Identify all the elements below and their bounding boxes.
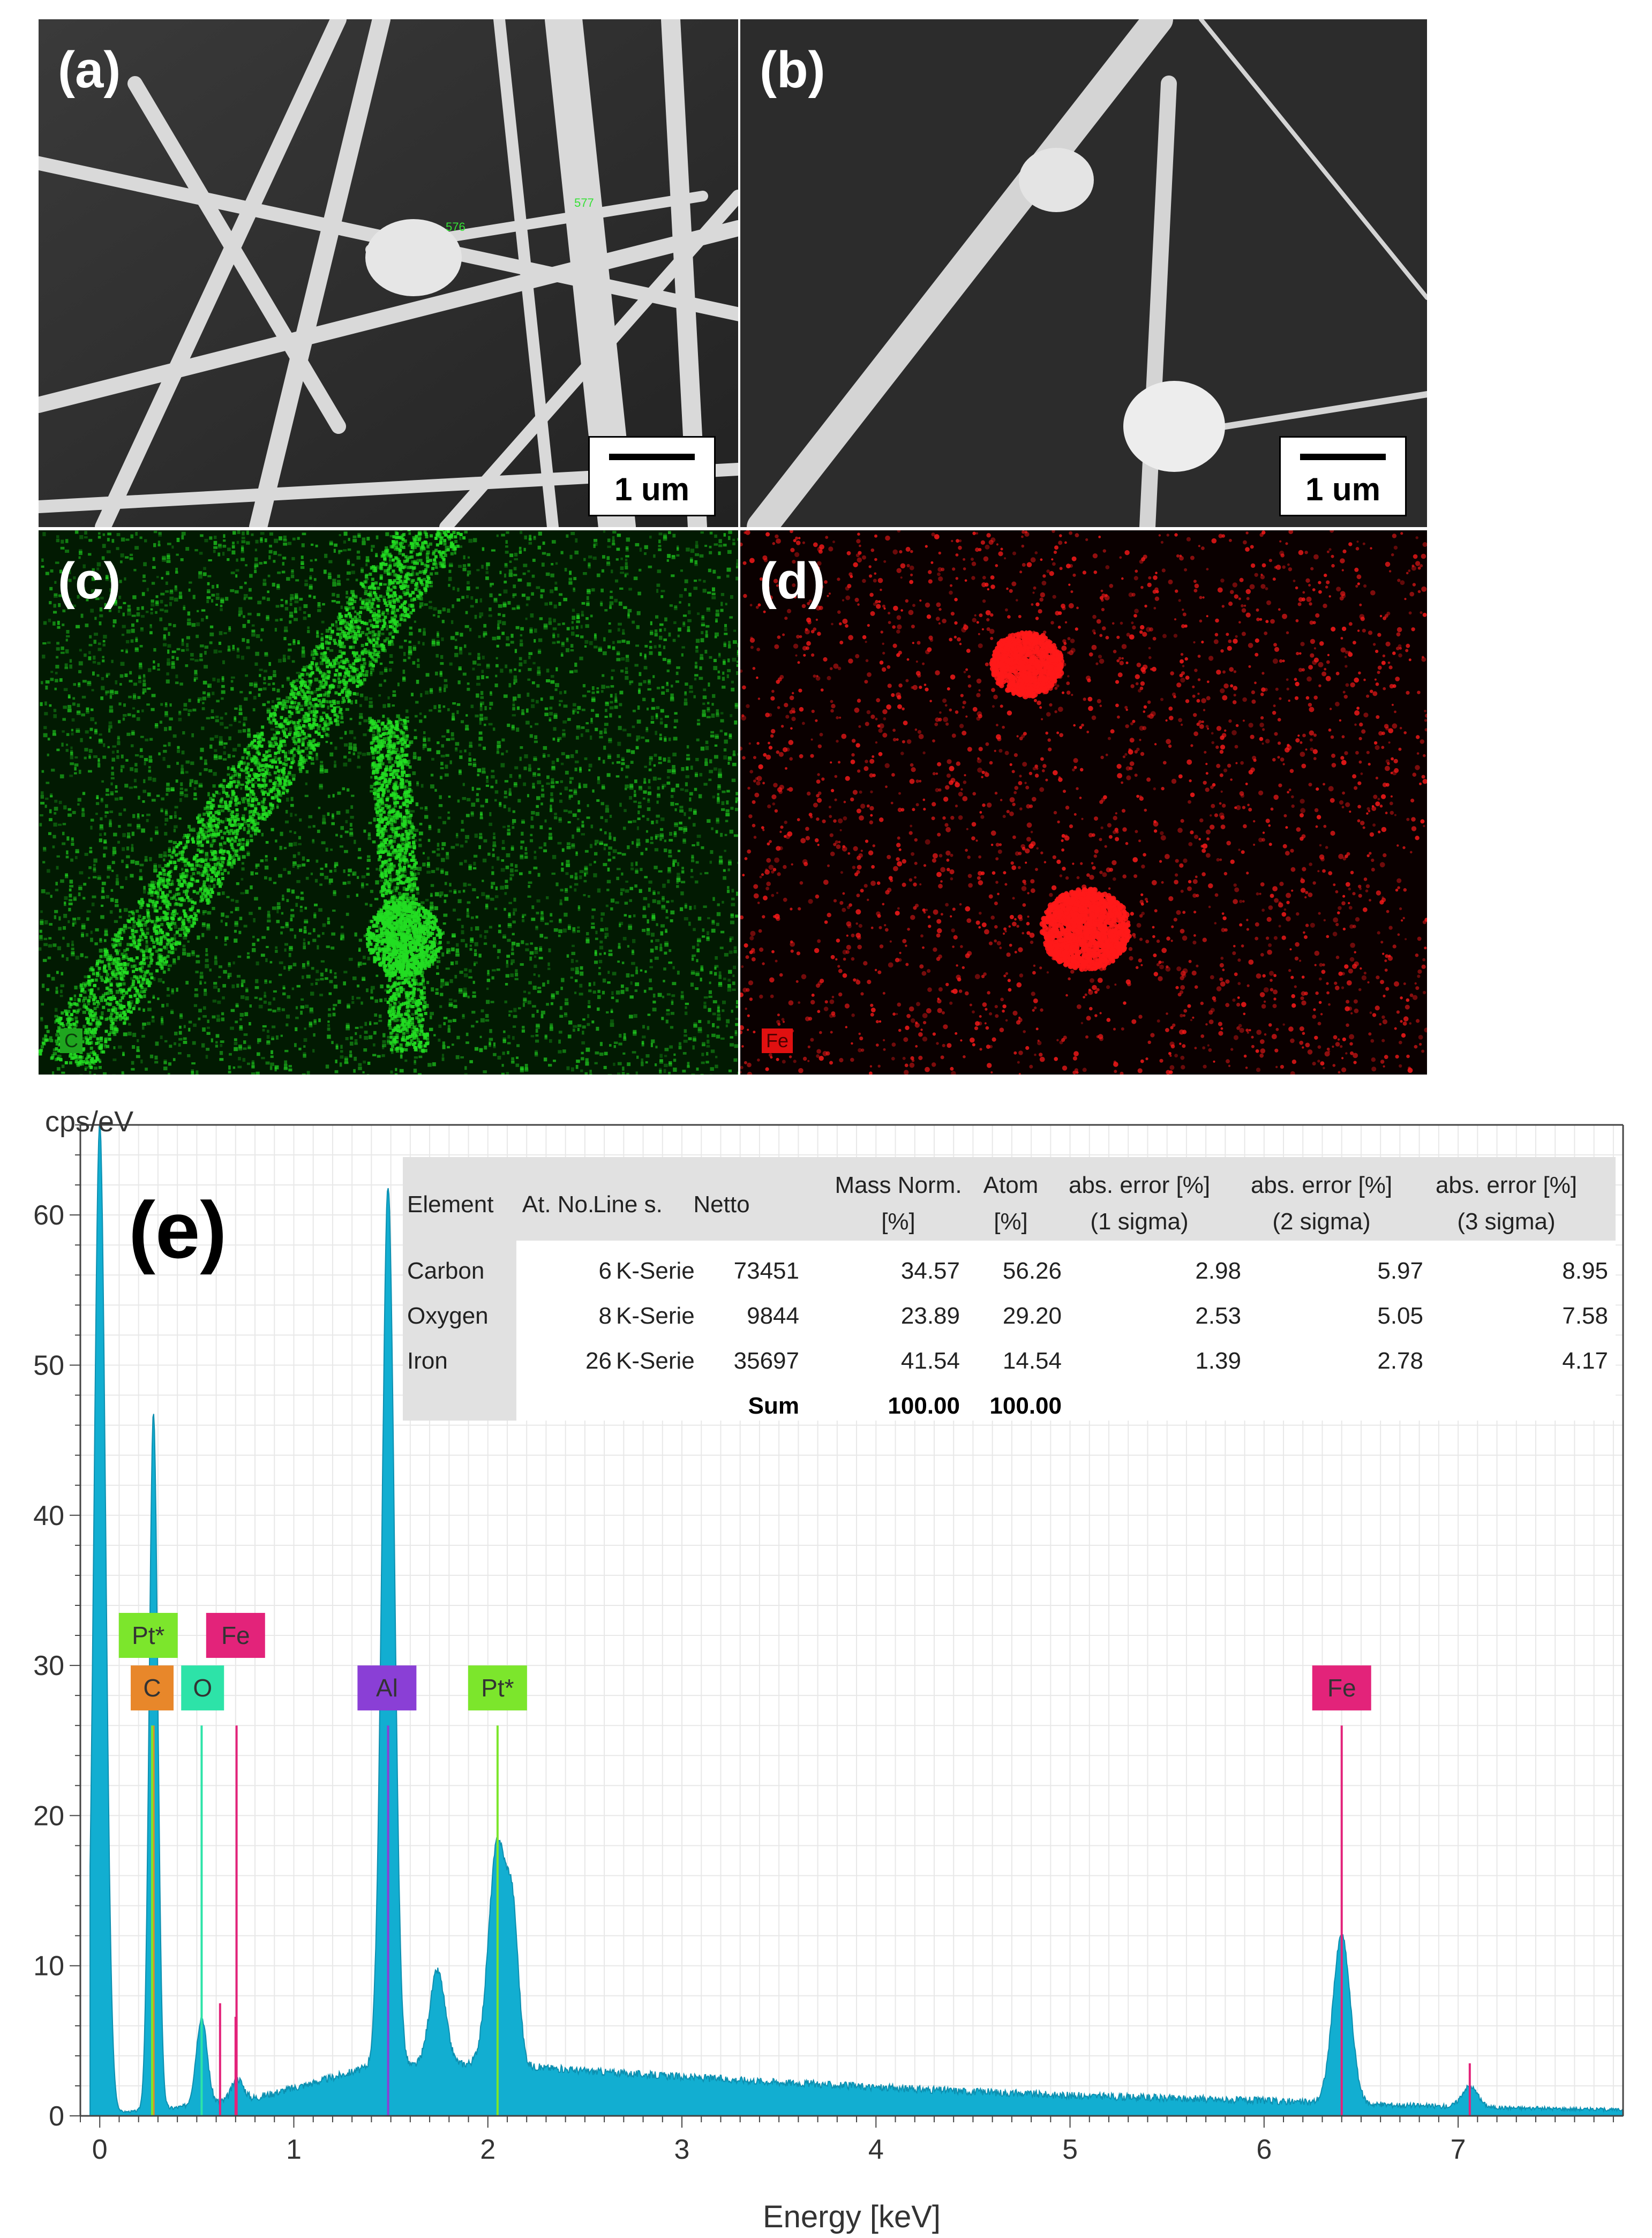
quantification-table: Element At. No. Line s. Netto Mass Norm. [%] A… xyxy=(403,1157,1616,1421)
iron-map-image xyxy=(740,530,1427,1075)
carbon-map-image xyxy=(39,530,738,1075)
sem-panel-b: (b) 1 um xyxy=(740,19,1427,527)
row-1-err1: 2.53 xyxy=(1195,1303,1241,1329)
element-lines xyxy=(151,1725,1471,2116)
header-bottom-4: [%] xyxy=(881,1208,915,1235)
row-0-mass: 34.57 xyxy=(900,1258,960,1284)
panel-label-c: (c) xyxy=(58,552,121,610)
chart-axes: 0 10 20 30 40 50 60 0 1 2 3 4 5 6 7 xyxy=(33,1124,1624,2165)
element-label-O-1: O xyxy=(181,1665,224,1711)
callout-577: 577 xyxy=(574,196,594,209)
x-tick-4: 4 xyxy=(868,2134,884,2165)
sum-label: Sum xyxy=(748,1393,799,1419)
scale-bar-b: 1 um xyxy=(1279,436,1407,516)
panel-label-b: (b) xyxy=(760,41,825,99)
header-top-8: abs. error [%] xyxy=(1435,1172,1578,1198)
row-1-netto: 9844 xyxy=(747,1303,799,1329)
x-tick-3: 3 xyxy=(674,2134,690,2165)
row-2-netto: 35697 xyxy=(733,1348,799,1374)
element-label-Fe-6: Fe xyxy=(1312,1665,1371,1711)
header-bottom-7: (2 sigma) xyxy=(1272,1208,1371,1235)
header-2: Line s. xyxy=(593,1191,663,1218)
y-tick-50: 50 xyxy=(33,1350,64,1381)
eds-map-iron: (d) Fe xyxy=(740,530,1427,1075)
row-0-err1: 2.98 xyxy=(1195,1258,1241,1284)
header-top-4: Mass Norm. xyxy=(835,1172,962,1198)
row-2-mass: 41.54 xyxy=(900,1348,960,1374)
row-0-err2: 5.97 xyxy=(1377,1258,1423,1284)
row-1-mass: 23.89 xyxy=(900,1303,960,1329)
row-2-element: Iron xyxy=(407,1348,448,1374)
x-tick-7: 7 xyxy=(1451,2134,1466,2165)
header-0: Element xyxy=(407,1191,494,1218)
row-0-netto: 73451 xyxy=(733,1258,799,1284)
header-bottom-8: (3 sigma) xyxy=(1457,1208,1556,1235)
spectrum-area xyxy=(89,1123,1624,2116)
row-1-line: K-Serie xyxy=(616,1303,695,1329)
row-2-err2: 2.78 xyxy=(1377,1348,1423,1374)
x-tick-6: 6 xyxy=(1256,2134,1272,2165)
row-2-atom: 14.54 xyxy=(1002,1348,1062,1374)
row-0-element: Carbon xyxy=(407,1258,485,1284)
row-1-err3: 7.58 xyxy=(1562,1303,1608,1329)
y-tick-40: 40 xyxy=(33,1500,64,1531)
row-2-err3: 4.17 xyxy=(1562,1348,1608,1374)
x-axis-label: Energy [keV] xyxy=(763,2199,941,2234)
spectrum-series xyxy=(89,1123,1624,2116)
x-tick-2: 2 xyxy=(480,2134,495,2165)
element-label-Al-4: Al xyxy=(357,1665,417,1711)
header-3: Netto xyxy=(693,1191,750,1218)
y-tick-0: 0 xyxy=(49,2101,64,2132)
row-0-line: K-Serie xyxy=(616,1258,695,1284)
table-header xyxy=(403,1157,1616,1241)
y-tick-60: 60 xyxy=(33,1200,64,1231)
scale-bar-a: 1 um xyxy=(588,436,716,516)
iron-speckle xyxy=(740,530,1427,1075)
header-top-7: abs. error [%] xyxy=(1250,1172,1393,1198)
row-0-at-no: 6 xyxy=(598,1258,612,1284)
y-tick-20: 20 xyxy=(33,1800,64,1831)
element-label-Ptstar-5: Pt* xyxy=(468,1665,527,1711)
header-bottom-6: (1 sigma) xyxy=(1090,1208,1189,1235)
element-tag-c: C xyxy=(60,1028,82,1053)
sem-image-a: 576 577 xyxy=(39,19,738,527)
y-tick-10: 10 xyxy=(33,1951,64,1982)
row-0-err3: 8.95 xyxy=(1562,1258,1608,1284)
row-2-line: K-Serie xyxy=(616,1348,695,1374)
callout-576: 576 xyxy=(446,220,465,234)
row-1-at-no: 8 xyxy=(598,1303,612,1329)
sum-mass: 100.00 xyxy=(888,1393,960,1419)
row-1-err2: 5.05 xyxy=(1377,1303,1423,1329)
sem-panel-a: 576 577 (a) 1 um xyxy=(39,19,738,527)
y-axis-label: cps/eV xyxy=(45,1106,133,1138)
element-label-Ptstar-3: Pt* xyxy=(118,1613,178,1658)
eds-map-carbon: (c) C xyxy=(39,530,738,1075)
row-1-atom: 29.20 xyxy=(1002,1303,1062,1329)
scale-bar-a-text: 1 um xyxy=(614,471,690,507)
header-top-6: abs. error [%] xyxy=(1068,1172,1211,1198)
x-tick-5: 5 xyxy=(1062,2134,1078,2165)
element-tag-d: Fe xyxy=(762,1028,793,1053)
x-tick-1: 1 xyxy=(286,2134,302,2165)
row-2-err1: 1.39 xyxy=(1195,1348,1241,1374)
header-top-5: Atom xyxy=(983,1172,1039,1198)
carbon-fiber-traces xyxy=(39,530,466,1069)
panel-label-e: (e) xyxy=(129,1185,227,1275)
element-labels: C O Fe Pt* Al Pt* Fe xyxy=(118,1613,1371,1711)
row-0-atom: 56.26 xyxy=(1002,1258,1062,1284)
scale-bar-b-text: 1 um xyxy=(1305,471,1381,507)
x-tick-0: 0 xyxy=(92,2134,108,2165)
sum-atom: 100.00 xyxy=(989,1393,1062,1419)
table-side xyxy=(403,1241,516,1421)
panel-label-a: (a) xyxy=(58,41,121,99)
element-label-C-0: C xyxy=(131,1665,174,1711)
row-1-element: Oxygen xyxy=(407,1303,489,1329)
y-tick-30: 30 xyxy=(33,1650,64,1681)
header-bottom-5: [%] xyxy=(994,1208,1028,1235)
element-label-Fe-2: Fe xyxy=(206,1613,265,1658)
header-1: At. No. xyxy=(522,1191,595,1218)
row-2-at-no: 26 xyxy=(585,1348,612,1374)
iron-clusters xyxy=(989,630,1132,972)
panel-label-d: (d) xyxy=(760,552,825,610)
